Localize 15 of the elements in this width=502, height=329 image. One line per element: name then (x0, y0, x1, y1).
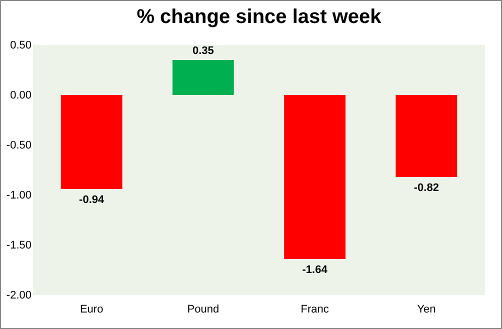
chart-title: % change since last week (136, 6, 382, 28)
data-label: -1.64 (302, 264, 328, 276)
x-tick-label: Euro (80, 304, 104, 316)
y-tick-label: -2.00 (6, 290, 32, 302)
x-tick-label: Franc (300, 304, 330, 316)
data-label: 0.35 (192, 45, 214, 57)
y-tick-label: -1.00 (6, 190, 32, 202)
data-label: -0.94 (79, 194, 106, 206)
y-tick-label: 0.00 (10, 90, 32, 102)
x-tick-label: Pound (187, 304, 220, 316)
x-tick-label: Yen (417, 304, 436, 316)
y-tick-label: -0.50 (6, 140, 32, 152)
y-tick-label: 0.50 (10, 40, 32, 52)
data-label: -0.82 (414, 182, 439, 194)
y-tick-label: -1.50 (6, 240, 32, 252)
